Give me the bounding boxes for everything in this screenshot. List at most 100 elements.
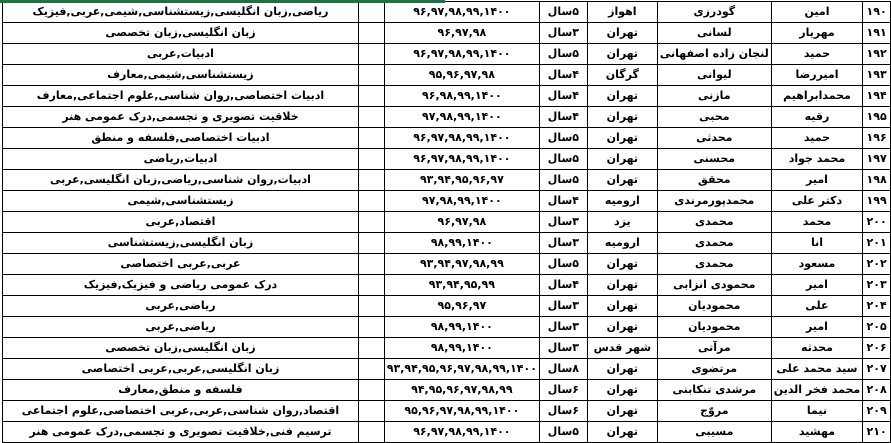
last-name-cell[interactable]: مسیبی bbox=[656, 421, 772, 443]
subjects-cell[interactable]: ترسیم فنی,خلاقیت تصویری و تجسمی,درک عموم… bbox=[2, 421, 359, 443]
city-cell[interactable]: تهران bbox=[586, 400, 658, 422]
last-name-cell[interactable]: محمودیان bbox=[656, 316, 772, 338]
last-name-cell[interactable]: گودرزی bbox=[656, 1, 772, 23]
years-list-cell[interactable]: ۹۶,۹۷,۹۸,۹۹,۱۴۰۰ bbox=[383, 127, 540, 149]
years-count-cell[interactable]: ۴سال bbox=[538, 106, 588, 128]
subjects-cell[interactable]: خلاقیت تصویری و تجسمی,درک عمومی هنر bbox=[2, 106, 359, 128]
row-number-cell[interactable]: ۱۹۸ bbox=[862, 169, 891, 191]
subjects-cell[interactable]: ریاضی,زبان انگلیسی,زیستشناسی,شیمی,عربی,ف… bbox=[2, 1, 359, 23]
first-name-cell[interactable]: مهشید bbox=[770, 421, 864, 443]
row-number-cell[interactable]: ۱۹۳ bbox=[862, 64, 891, 86]
years-list-cell[interactable]: ۹۷,۹۸,۹۹,۱۴۰۰ bbox=[383, 190, 540, 212]
subjects-cell[interactable]: اقتصاد,روان شناسی,عربی,عربی اختصاصی,علوم… bbox=[2, 400, 359, 422]
last-name-cell[interactable]: محمدی bbox=[656, 211, 772, 233]
spacer-cell[interactable] bbox=[357, 253, 385, 275]
spacer-cell[interactable] bbox=[357, 43, 385, 65]
city-cell[interactable]: تهران bbox=[586, 421, 658, 443]
first-name-cell[interactable]: دکتر علی bbox=[770, 190, 864, 212]
spacer-cell[interactable] bbox=[357, 358, 385, 380]
spacer-cell[interactable] bbox=[357, 64, 385, 86]
spacer-cell[interactable] bbox=[357, 1, 385, 23]
subjects-cell[interactable]: ادبیات,روان شناسی,ریاضی,زبان انگلیسی,عرب… bbox=[2, 169, 359, 191]
first-name-cell[interactable]: حمید bbox=[770, 127, 864, 149]
row-number-cell[interactable]: ۲۰۹ bbox=[862, 400, 891, 422]
subjects-cell[interactable]: زبان انگلیسی,عربی,عربی اختصاصی bbox=[2, 358, 359, 380]
years-count-cell[interactable]: ۵سال bbox=[538, 169, 588, 191]
city-cell[interactable]: تهران bbox=[586, 43, 658, 65]
subjects-cell[interactable]: درک عمومی ریاضی و فیزیک,فیزیک bbox=[2, 274, 359, 296]
years-count-cell[interactable]: ۴سال bbox=[538, 85, 588, 107]
years-count-cell[interactable]: ۳سال bbox=[538, 316, 588, 338]
last-name-cell[interactable]: محبی bbox=[656, 106, 772, 128]
last-name-cell[interactable]: مرتضوی bbox=[656, 358, 772, 380]
spacer-cell[interactable] bbox=[357, 400, 385, 422]
row-number-cell[interactable]: ۲۰۷ bbox=[862, 358, 891, 380]
city-cell[interactable]: تهران bbox=[586, 148, 658, 170]
years-count-cell[interactable]: ۳سال bbox=[538, 211, 588, 233]
years-count-cell[interactable]: ۶سال bbox=[538, 400, 588, 422]
years-count-cell[interactable]: ۴سال bbox=[538, 274, 588, 296]
years-list-cell[interactable]: ۹۶,۹۷,۹۸,۹۹,۱۴۰۰ bbox=[383, 43, 540, 65]
row-number-cell[interactable]: ۲۱۰ bbox=[862, 421, 891, 443]
city-cell[interactable]: تهران bbox=[586, 85, 658, 107]
row-number-cell[interactable]: ۲۰۴ bbox=[862, 295, 891, 317]
row-number-cell[interactable]: ۲۰۰ bbox=[862, 211, 891, 233]
years-list-cell[interactable]: ۹۸,۹۹,۱۴۰۰ bbox=[383, 316, 540, 338]
last-name-cell[interactable]: لسانی bbox=[656, 22, 772, 44]
years-count-cell[interactable]: ۵سال bbox=[538, 148, 588, 170]
row-number-cell[interactable]: ۱۹۶ bbox=[862, 127, 891, 149]
spacer-cell[interactable] bbox=[357, 274, 385, 296]
city-cell[interactable]: اهواز bbox=[586, 1, 658, 23]
row-number-cell[interactable]: ۲۰۶ bbox=[862, 337, 891, 359]
first-name-cell[interactable]: انا bbox=[770, 232, 864, 254]
years-list-cell[interactable]: ۹۶,۹۷,۹۸,۹۹,۱۴۰۰ bbox=[383, 421, 540, 443]
last-name-cell[interactable]: محقق bbox=[656, 169, 772, 191]
first-name-cell[interactable]: مهریار bbox=[770, 22, 864, 44]
subjects-cell[interactable]: عربی,عربی اختصاصی bbox=[2, 253, 359, 275]
last-name-cell[interactable]: لنجان زاده اصفهانی bbox=[656, 43, 772, 65]
row-number-cell[interactable]: ۱۹۵ bbox=[862, 106, 891, 128]
city-cell[interactable]: شهر قدس bbox=[586, 337, 658, 359]
years-list-cell[interactable]: ۹۶,۹۷,۹۸ bbox=[383, 211, 540, 233]
years-count-cell[interactable]: ۵سال bbox=[538, 421, 588, 443]
first-name-cell[interactable]: محمدابراهیم bbox=[770, 85, 864, 107]
years-count-cell[interactable]: ۴سال bbox=[538, 190, 588, 212]
first-name-cell[interactable]: امین bbox=[770, 1, 864, 23]
years-list-cell[interactable]: ۹۸,۹۹,۱۴۰۰ bbox=[383, 337, 540, 359]
first-name-cell[interactable]: محمد جواد bbox=[770, 148, 864, 170]
subjects-cell[interactable]: زیستشناسی,شیمی bbox=[2, 190, 359, 212]
last-name-cell[interactable]: مازنی bbox=[656, 85, 772, 107]
years-list-cell[interactable]: ۹۸,۹۹,۱۴۰۰ bbox=[383, 232, 540, 254]
first-name-cell[interactable]: محمد فخر الدین bbox=[770, 379, 864, 401]
city-cell[interactable]: تهران bbox=[586, 316, 658, 338]
spacer-cell[interactable] bbox=[357, 232, 385, 254]
spacer-cell[interactable] bbox=[357, 211, 385, 233]
years-list-cell[interactable]: ۹۵,۹۶,۹۷ bbox=[383, 295, 540, 317]
years-count-cell[interactable]: ۵سال bbox=[538, 127, 588, 149]
spacer-cell[interactable] bbox=[357, 379, 385, 401]
subjects-cell[interactable]: زبان انگلیسی,زبان تخصصی bbox=[2, 337, 359, 359]
first-name-cell[interactable]: مسعود bbox=[770, 253, 864, 275]
spacer-cell[interactable] bbox=[357, 337, 385, 359]
last-name-cell[interactable]: محمودیان bbox=[656, 295, 772, 317]
spacer-cell[interactable] bbox=[357, 127, 385, 149]
subjects-cell[interactable]: فلسفه و منطق,معارف bbox=[2, 379, 359, 401]
city-cell[interactable]: گرگان bbox=[586, 64, 658, 86]
city-cell[interactable]: تهران bbox=[586, 253, 658, 275]
years-list-cell[interactable]: ۹۶,۹۷,۹۸ bbox=[383, 22, 540, 44]
city-cell[interactable]: تهران bbox=[586, 379, 658, 401]
first-name-cell[interactable]: حمید bbox=[770, 43, 864, 65]
row-number-cell[interactable]: ۱۹۴ bbox=[862, 85, 891, 107]
subjects-cell[interactable]: ادبیات اختصاصی,فلسفه و منطق bbox=[2, 127, 359, 149]
spacer-cell[interactable] bbox=[357, 106, 385, 128]
years-count-cell[interactable]: ۴سال bbox=[538, 64, 588, 86]
row-number-cell[interactable]: ۲۰۳ bbox=[862, 274, 891, 296]
subjects-cell[interactable]: زبان انگلیسی,زبان تخصصی bbox=[2, 22, 359, 44]
row-number-cell[interactable]: ۲۰۵ bbox=[862, 316, 891, 338]
row-number-cell[interactable]: ۱۹۰ bbox=[862, 1, 891, 23]
first-name-cell[interactable]: امیر bbox=[770, 169, 864, 191]
years-list-cell[interactable]: ۹۳,۹۴,۹۷,۹۸,۹۹ bbox=[383, 253, 540, 275]
years-list-cell[interactable]: ۹۳,۹۴,۹۵,۹۶,۹۷ bbox=[383, 169, 540, 191]
years-list-cell[interactable]: ۹۵,۹۶,۹۷,۹۸ bbox=[383, 64, 540, 86]
subjects-cell[interactable]: ریاضی,عربی bbox=[2, 316, 359, 338]
